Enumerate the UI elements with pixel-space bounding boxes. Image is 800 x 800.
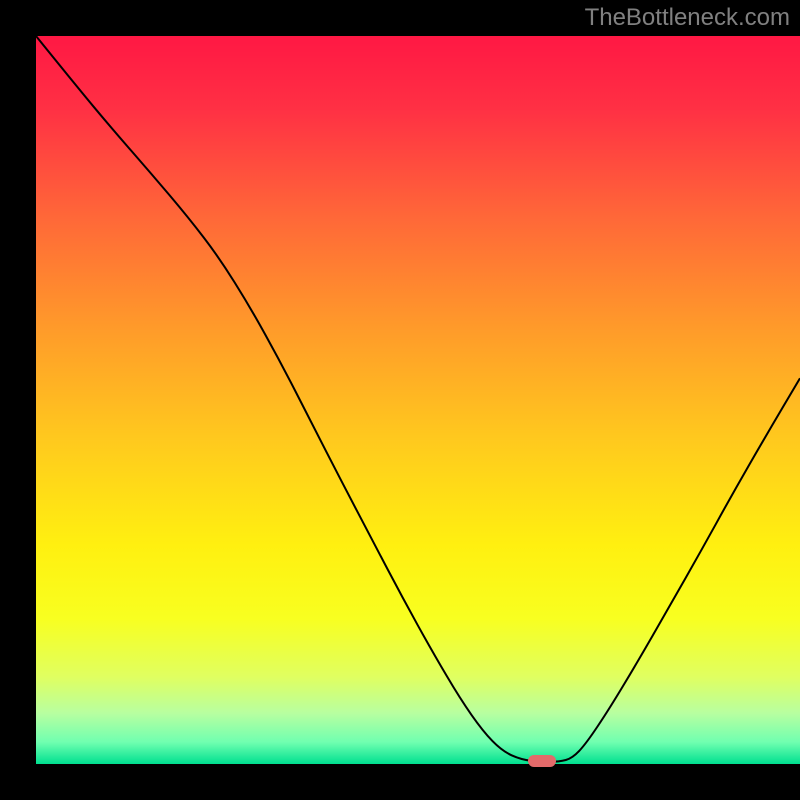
- watermark-text: TheBottleneck.com: [585, 4, 790, 32]
- chart-canvas: TheBottleneck.com: [0, 0, 800, 800]
- chart-overlay: [0, 0, 800, 800]
- bottleneck-curve: [36, 36, 800, 762]
- minimum-marker: [528, 755, 556, 767]
